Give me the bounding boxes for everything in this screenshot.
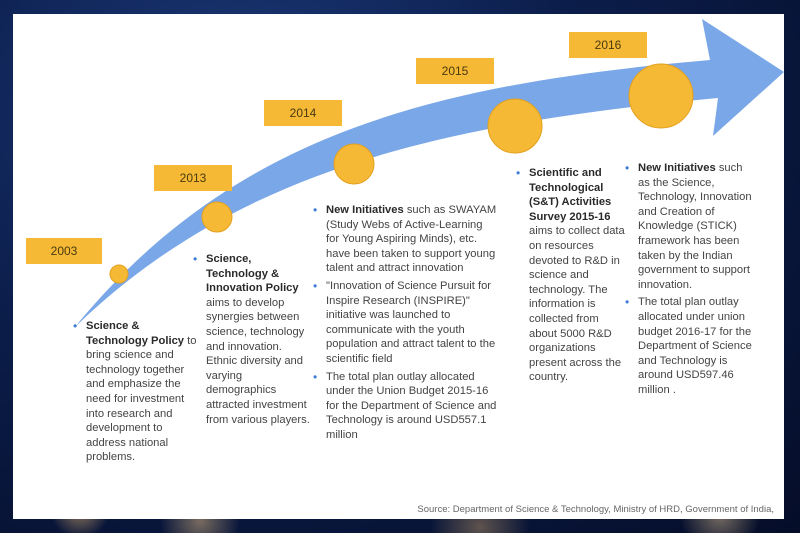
year-label-2015: 2015: [416, 58, 494, 84]
milestone-circle-2014: [333, 143, 375, 185]
bullet-item: • The total plan outlay allocated under …: [313, 370, 498, 443]
timeline-slide: 2003 2013 2014 2015 2016 • Science & Tec…: [13, 14, 784, 519]
year-label-2014: 2014: [264, 100, 342, 126]
milestone-2016: • New Initiatives such as the Science, T…: [625, 161, 753, 401]
milestone-circle-2016: [628, 63, 694, 129]
milestone-circle-2015: [487, 98, 543, 154]
item-text: to bring science and technology together…: [86, 334, 197, 464]
bullet-item: • "Innovation of Science Pursuit for Ins…: [313, 279, 498, 367]
bullet-icon: •: [73, 319, 78, 333]
milestone-2015: • Scientific and Technological (S&T) Act…: [516, 166, 626, 388]
milestone-circle-2003: [109, 264, 129, 284]
bullet-icon: •: [313, 369, 318, 384]
bullet-item: • New Initiatives such as the Science, T…: [625, 161, 753, 292]
item-heading: New Initiatives: [326, 204, 404, 216]
milestone-circle-2013: [201, 201, 233, 233]
item-heading: Science, Technology & Innovation Policy: [206, 253, 299, 295]
year-label-2016: 2016: [569, 32, 647, 58]
source-note: Source: Department of Science & Technolo…: [417, 504, 774, 515]
bullet-item: • Science & Technology Policy to bring s…: [73, 319, 203, 465]
year-label-2013: 2013: [154, 165, 232, 191]
item-text: The total plan outlay allocated under un…: [638, 296, 752, 396]
item-text: aims to collect data on resources devote…: [529, 225, 625, 384]
item-text: such as the Science, Technology, Innovat…: [638, 162, 752, 291]
item-text: aims to develop synergies between scienc…: [206, 296, 310, 426]
milestone-2003: • Science & Technology Policy to bring s…: [73, 319, 203, 468]
bullet-item: • Scientific and Technological (S&T) Act…: [516, 166, 626, 385]
item-text: The total plan outlay allocated under th…: [326, 370, 497, 441]
bullet-item: • The total plan outlay allocated under …: [625, 295, 753, 397]
item-heading: New Initiatives: [638, 162, 716, 174]
timeline-arrow-graphic: [75, 19, 784, 327]
bullet-icon: •: [313, 203, 318, 217]
bullet-icon: •: [193, 252, 198, 266]
timeline-arrow: [75, 19, 784, 327]
item-heading: Science & Technology Policy: [86, 320, 185, 347]
bullet-icon: •: [625, 161, 630, 175]
item-text: "Innovation of Science Pursuit for Inspi…: [326, 279, 496, 365]
milestone-2013: • Science, Technology & Innovation Polic…: [193, 252, 311, 430]
bullet-icon: •: [625, 295, 630, 310]
bullet-icon: •: [516, 166, 521, 180]
milestone-2014: • New Initiatives such as SWAYAM (Study …: [313, 203, 498, 446]
bullet-icon: •: [313, 278, 318, 293]
item-text: such as SWAYAM (Study Webs of Active-Lea…: [326, 204, 497, 275]
bullet-item: • Science, Technology & Innovation Polic…: [193, 252, 311, 427]
item-heading: Scientific and Technological (S&T) Activ…: [529, 167, 612, 223]
year-label-2003: 2003: [26, 238, 102, 264]
bullet-item: • New Initiatives such as SWAYAM (Study …: [313, 203, 498, 276]
